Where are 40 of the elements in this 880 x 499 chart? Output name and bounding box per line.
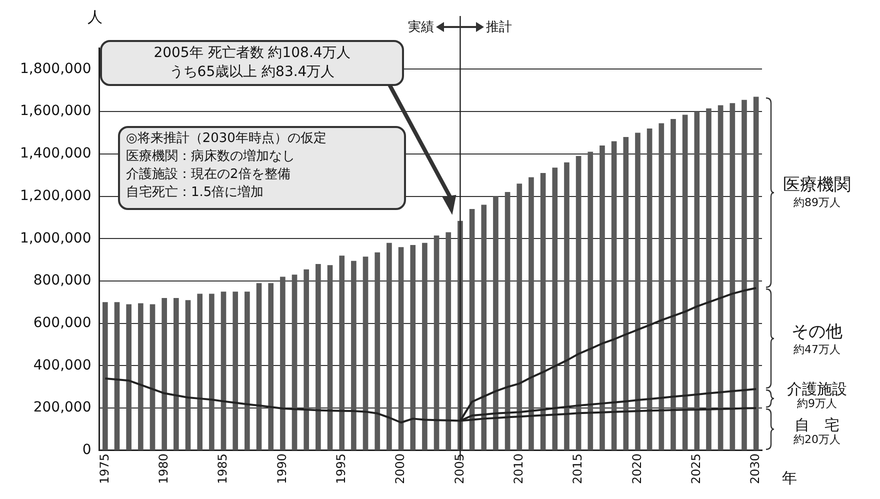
text: 約9万人 xyxy=(796,396,838,410)
text: 自 宅 xyxy=(794,416,840,434)
y-tick-label: 1,400,000 xyxy=(20,146,92,162)
y-tick-label: 800,000 xyxy=(33,272,92,289)
text: その他 xyxy=(790,320,844,342)
y-tick-label: 1,600,000 xyxy=(20,103,92,120)
x-axis-title: 年 xyxy=(782,469,797,488)
x-tick-label: 2005 xyxy=(452,453,466,484)
x-tick-label: 1975 xyxy=(97,453,112,484)
y-tick-label: 400,000 xyxy=(33,357,92,374)
y-tick-label: 1,000,000 xyxy=(20,230,92,246)
annotation: 医療機関：病床数の増加なし xyxy=(126,148,296,166)
y-tick-label: 1,200,000 xyxy=(20,188,92,204)
x-tick-label: 2020 xyxy=(630,453,644,484)
annotation: うち65歳以上 約83.4万人 xyxy=(168,63,336,82)
y-axis-title: 人 xyxy=(87,8,102,27)
annotation: 介護施設：現在の2倍を整備 xyxy=(126,166,292,184)
x-tick-label: 2030 xyxy=(748,453,762,484)
text: 約47万人 xyxy=(792,342,842,356)
text: 医療機関 xyxy=(782,174,852,196)
text: 推計 xyxy=(486,19,512,36)
x-tick-label: 2010 xyxy=(512,453,526,484)
x-tick-label: 1985 xyxy=(216,453,230,484)
y-tick-label: 200,000 xyxy=(33,400,92,416)
x-tick-label: 1990 xyxy=(274,453,289,484)
y-tick-label: 0 xyxy=(82,442,92,458)
y-tick-label: 600,000 xyxy=(33,315,92,332)
text: 介護施設 xyxy=(786,380,848,398)
text: 約89万人 xyxy=(792,196,842,210)
text: 実績 xyxy=(408,19,434,36)
annotation: 2005年 死亡者数 約108.4万人 xyxy=(152,44,352,63)
annotation: 自宅死亡：1.5倍に増加 xyxy=(126,184,265,202)
text: 約20万人 xyxy=(792,433,842,446)
y-tick-label: 1,800,000 xyxy=(20,60,92,77)
x-tick-label: 2015 xyxy=(570,453,585,484)
x-tick-label: 1980 xyxy=(156,453,170,484)
x-tick-label: 2025 xyxy=(689,453,704,484)
annotation: ◎将来推計（2030年時点）の仮定 xyxy=(126,130,328,148)
x-tick-label: 1995 xyxy=(334,453,348,484)
x-tick-label: 2000 xyxy=(393,453,408,484)
